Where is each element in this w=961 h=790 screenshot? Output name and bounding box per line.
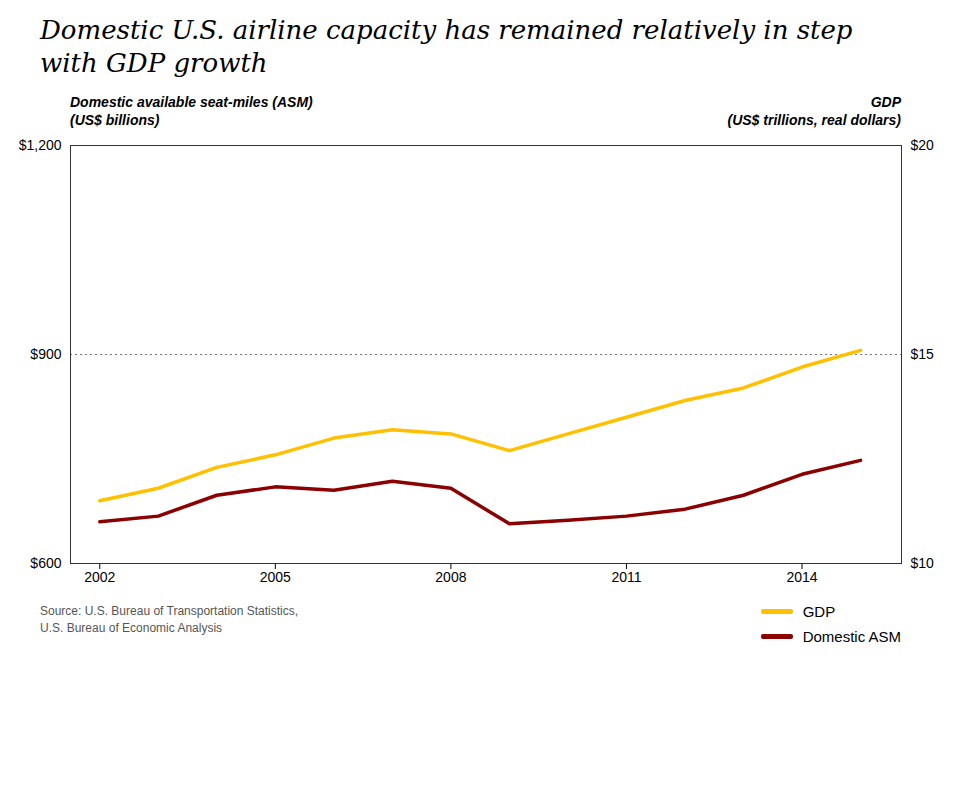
html-text:Domestic U.S. airline capacity: Domestic U.S. airline capacity has remai…	[40, 15, 853, 45]
svg-text:$1,200: $1,200	[19, 137, 62, 153]
html-text:Domestic available seat-miles: Domestic available seat-miles (ASM)	[70, 94, 313, 110]
html-text:(US$ trillions, real dollars): (US$ trillions, real dollars)	[727, 112, 901, 129]
svg-text:$600: $600	[30, 555, 61, 571]
svg-text:$10: $10	[911, 555, 935, 571]
html-text:Source: U.S. Bureau of Transpo: Source: U.S. Bureau of Transportation St…	[40, 604, 299, 635]
svg-text:$20: $20	[911, 137, 935, 153]
html-text:GDP: GDP	[870, 94, 901, 110]
html-text:(US$ billions): (US$ billions)	[70, 112, 160, 129]
html-text:Domestic ASM: Domestic ASM	[802, 628, 901, 646]
html-text:with GDP growth: with GDP growth	[40, 47, 268, 78]
svg-text:2005: 2005	[260, 570, 291, 586]
svg-text:2008: 2008	[435, 570, 466, 586]
svg-text:$15: $15	[911, 346, 935, 362]
svg-text:$900: $900	[30, 346, 61, 362]
svg-text:2014: 2014	[786, 570, 817, 586]
svg-text:2002: 2002	[84, 570, 115, 586]
svg-text:2011: 2011	[611, 570, 641, 586]
html-text:GDP: GDP	[802, 603, 836, 621]
